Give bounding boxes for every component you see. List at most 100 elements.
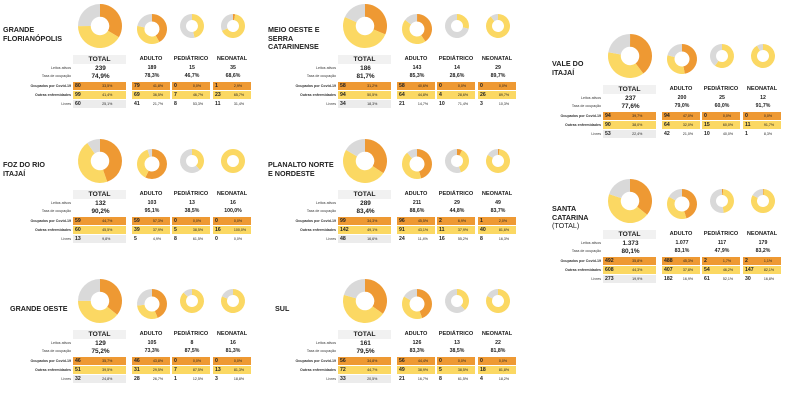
column-header: TOTAL — [603, 85, 656, 94]
region-name-text: FOZ DO RIO ITAJAÍ — [3, 160, 45, 178]
cell-percent: 34,8% — [367, 359, 378, 363]
beds-value: 49 — [495, 200, 501, 206]
occupancy-value: 83,1% — [674, 248, 690, 254]
cell-percent: 18,8% — [233, 377, 245, 381]
cell-percent: 0,0% — [233, 219, 243, 223]
cell-count: 182 — [664, 276, 673, 282]
donut-chart — [78, 4, 122, 48]
beds-value: 16 — [230, 340, 236, 346]
beds-value: 132 — [95, 200, 106, 207]
donut-slice-covid — [722, 189, 724, 196]
cell-percent: 19,9% — [632, 277, 643, 281]
row-label: Outras enfermidades — [35, 368, 71, 372]
region-name-text: GRANDE FLORIANÓPOLIS — [3, 25, 63, 43]
cell-percent: 8,3% — [763, 132, 773, 136]
donut-chart — [445, 14, 469, 38]
beds-value: 161 — [360, 340, 371, 347]
cell-percent: 21,0% — [682, 132, 694, 136]
cell-count: 7 — [174, 367, 177, 373]
other-cell: 54 46,2% — [702, 266, 740, 274]
cell-count: 488 — [664, 258, 673, 264]
donut-slice-free — [487, 149, 498, 158]
cell-count: 0 — [439, 358, 442, 364]
row-label: Leitos ativos — [316, 341, 336, 345]
free-cell: 10 40,0% — [702, 130, 740, 138]
cell-count: 32 — [75, 376, 81, 382]
cell-percent: 0,0% — [457, 359, 467, 363]
cell-percent: 57,3% — [152, 219, 164, 223]
donut-chart — [221, 14, 245, 38]
cell-count: 1 — [745, 131, 748, 137]
cell-percent: 50,5% — [367, 93, 378, 97]
region-panel: VALE DO ITAJAÍ TOTAL 237 77,6% 94 39,7% 90 38,0… — [530, 30, 790, 162]
column-header: TOTAL — [603, 230, 656, 239]
cell-percent: 16,8% — [763, 277, 775, 281]
region-name: VALE DO ITAJAÍ — [552, 59, 602, 77]
donut-slice-free — [752, 189, 763, 199]
occupancy-value: 78,3% — [144, 73, 160, 79]
region-name-text: VALE DO ITAJAÍ — [552, 59, 584, 77]
occupancy-value: 75,2% — [91, 348, 110, 355]
occupancy-value: 79,5% — [356, 348, 375, 355]
beds-value: 13 — [454, 340, 460, 346]
beds-value: 105 — [147, 340, 157, 346]
donut-chart — [137, 14, 167, 45]
cell-count: 2 — [439, 218, 442, 224]
row-label: Taxa de ocupação — [41, 74, 71, 78]
donut-slice-free — [487, 289, 498, 299]
row-label: Livres — [326, 377, 336, 381]
column-header: NEONATAL — [213, 330, 251, 338]
donut-slice-free — [183, 289, 192, 297]
other-cell: 608 44,3% — [603, 266, 656, 274]
cell-count: 94 — [664, 113, 670, 119]
cell-percent: 37,9% — [457, 228, 469, 232]
cell-count: 1 — [480, 218, 483, 224]
occupancy-value: 68,6% — [225, 73, 241, 79]
region-name: FOZ DO RIO ITAJAÍ — [3, 160, 69, 178]
row-label: Taxa de ocupação — [41, 209, 71, 213]
cell-percent: 53,3% — [192, 102, 204, 106]
cell-count: 8 — [480, 236, 483, 242]
free-cell: 4 18,2% — [478, 375, 516, 383]
donut-slice-covid — [152, 289, 167, 318]
free-cell: 1 12,5% — [172, 375, 210, 383]
donut-slice-other — [78, 26, 119, 48]
occupancy-value: 80,1% — [621, 248, 640, 255]
region-panel: PLANALTO NORTE E NORDESTE TOTAL 289 83,4% 99… — [265, 135, 525, 267]
cell-count: 59 — [134, 218, 140, 224]
cell-count: 8 — [174, 101, 177, 107]
cell-count: 0 — [745, 113, 748, 119]
occupancy-value: 91,7% — [755, 103, 771, 109]
free-cell: 182 16,9% — [662, 275, 700, 283]
donut-slice-other — [486, 14, 510, 38]
cell-count: 40 — [480, 227, 486, 233]
other-cell: 15 60,0% — [702, 121, 740, 129]
donut-chart — [751, 44, 775, 68]
cell-percent: 45,5% — [102, 228, 113, 232]
free-cell: 10 71,4% — [437, 100, 475, 108]
cell-count: 56 — [340, 358, 346, 364]
cell-percent: 0,0% — [498, 359, 508, 363]
occupancy-value: 38,5% — [449, 348, 465, 354]
cell-percent: 89,7% — [498, 93, 510, 97]
beds-value: 189 — [147, 65, 157, 71]
cell-percent: 24,8% — [102, 377, 113, 381]
donut-chart — [77, 139, 123, 183]
covid-cell: 2 6,9% — [437, 217, 475, 225]
donut-slice-covid — [365, 279, 387, 314]
cell-percent: 22,4% — [632, 132, 643, 136]
row-label: Taxa de ocupação — [571, 249, 601, 253]
beds-value: 289 — [360, 200, 371, 207]
cell-percent: 65,7% — [233, 93, 245, 97]
occupancy-value: 88,6% — [409, 208, 425, 214]
cell-percent: 14,7% — [417, 102, 429, 106]
cell-percent: 31,4% — [233, 102, 245, 106]
column-header: ADULTO — [397, 330, 435, 338]
row-label: Leitos ativos — [51, 201, 71, 205]
beds-value: 14 — [454, 65, 460, 71]
cell-percent: 81,3% — [233, 368, 245, 372]
row-label: Ocupados por Covid-19 — [560, 259, 601, 263]
cell-count: 46 — [75, 358, 81, 364]
column-header: NEONATAL — [478, 190, 516, 198]
covid-cell: 58 40,6% — [397, 82, 435, 90]
